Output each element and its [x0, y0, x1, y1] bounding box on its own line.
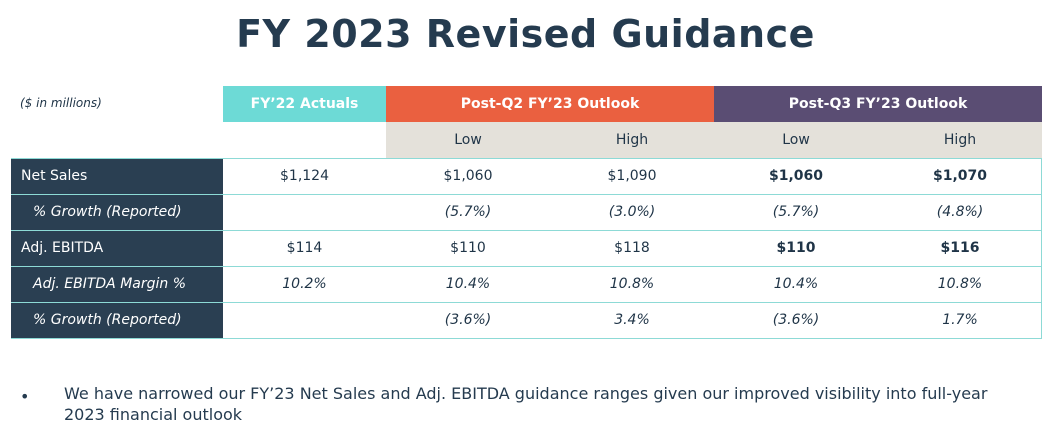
cell-adj-ebitda-q2-high: $118	[614, 240, 650, 256]
bullet-text: We have narrowed our FY’23 Net Sales and…	[64, 384, 988, 424]
row-label-adj-ebitda-margin: Adj. EBITDA Margin %	[11, 266, 223, 302]
units-note: ($ in millions)	[20, 96, 102, 110]
table-right-border	[1041, 158, 1042, 338]
row-divider	[11, 302, 1042, 303]
bullet-icon: •	[20, 387, 30, 406]
subheader-q3-high: High	[878, 122, 1042, 158]
row-label-growth-net-sales: % Growth (Reported)	[11, 194, 223, 230]
cell-margin-q2-high: 10.8%	[609, 276, 655, 292]
header-post-q3-outlook: Post-Q3 FY’23 Outlook	[714, 86, 1042, 122]
cell-margin-actuals: 10.2%	[282, 276, 327, 292]
cell-growth-net-sales-q3-low: (5.7%)	[772, 204, 820, 220]
cell-net-sales-q3-high: $1,070	[932, 168, 988, 184]
cell-adj-ebitda-q3-high: $116	[940, 240, 980, 256]
row-divider	[11, 338, 1042, 339]
cell-growth-net-sales-actuals	[223, 194, 386, 230]
row-label-net-sales: Net Sales	[11, 158, 223, 194]
cell-adj-ebitda-actuals: $114	[286, 240, 323, 256]
cell-adj-ebitda-q3-low: $110	[776, 240, 816, 256]
cell-net-sales-q3-low: $1,060	[768, 168, 824, 184]
subheader-q2-high: High	[550, 122, 714, 158]
row-divider	[11, 194, 1042, 195]
cell-growth-ebitda-q2-low: (3.6%)	[444, 312, 492, 328]
cell-growth-ebitda-q3-low: (3.6%)	[772, 312, 820, 328]
row-divider	[11, 230, 1042, 231]
subheader-q2-low: Low	[386, 122, 550, 158]
cell-growth-net-sales-q3-high: (4.8%)	[936, 204, 984, 220]
cell-net-sales-q2-low: $1,060	[443, 168, 493, 184]
header-post-q2-outlook: Post-Q2 FY’23 Outlook	[386, 86, 714, 122]
row-divider	[11, 158, 1042, 159]
cell-margin-q2-low: 10.4%	[445, 276, 491, 292]
header-fy22-actuals: FY’22 Actuals	[223, 86, 386, 122]
cell-margin-q3-low: 10.4%	[773, 276, 819, 292]
cell-adj-ebitda-q2-low: $110	[450, 240, 486, 256]
cell-growth-net-sales-q2-high: (3.0%)	[608, 204, 656, 220]
cell-net-sales-q2-high: $1,090	[607, 168, 657, 184]
cell-growth-ebitda-q2-high: 3.4%	[614, 312, 650, 328]
row-label-adj-ebitda: Adj. EBITDA	[11, 230, 223, 266]
page-title: FY 2023 Revised Guidance	[236, 12, 815, 56]
cell-growth-ebitda-q3-high: 1.7%	[942, 312, 978, 328]
row-divider	[11, 266, 1042, 267]
row-label-growth-ebitda: % Growth (Reported)	[11, 302, 223, 338]
cell-net-sales-actuals: $1,124	[280, 168, 329, 184]
cell-margin-q3-high: 10.8%	[937, 276, 983, 292]
cell-growth-net-sales-q2-low: (5.7%)	[444, 204, 492, 220]
subheader-q3-low: Low	[714, 122, 878, 158]
cell-growth-ebitda-actuals	[223, 302, 386, 338]
